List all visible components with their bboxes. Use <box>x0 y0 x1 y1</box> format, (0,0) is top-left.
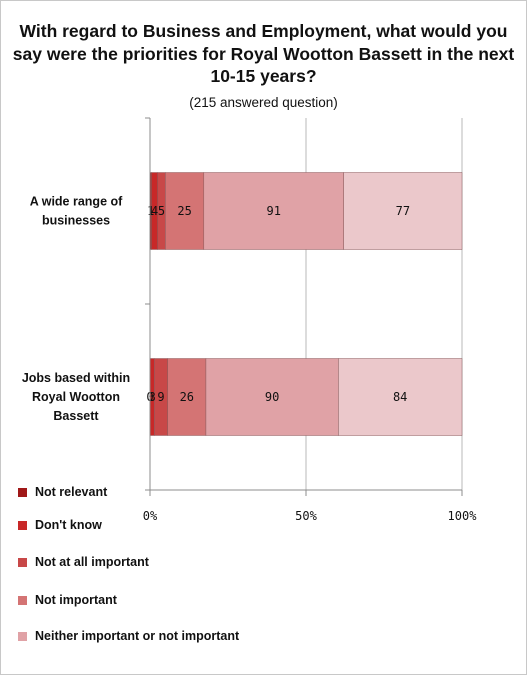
bar-segment <box>165 172 205 250</box>
x-tick-label: 50% <box>295 509 317 523</box>
category-label: Royal Wootton <box>32 390 120 404</box>
data-label: 84 <box>393 390 407 404</box>
bar-segment <box>203 172 344 250</box>
category-label: A wide range of <box>30 195 123 209</box>
data-label: 90 <box>265 390 279 404</box>
legend-swatch <box>18 558 27 567</box>
data-label: 77 <box>396 204 410 218</box>
data-label: 91 <box>266 204 280 218</box>
tick-labels: 0% 50% 100% <box>143 509 477 523</box>
category-labels: A wide range of businesses Jobs based with… <box>22 195 130 424</box>
category-label: businesses <box>42 214 110 228</box>
data-labels: 145259177039269084 <box>146 204 410 404</box>
legend-label: Not at all important <box>35 555 149 569</box>
chart-title: With regard to Business and Employment, … <box>12 21 515 86</box>
data-label: 1 <box>147 204 154 218</box>
chart-subtitle: (215 answered question) <box>189 95 338 110</box>
data-label: 9 <box>157 390 164 404</box>
bars <box>149 172 463 436</box>
x-tick-label: 100% <box>448 509 478 523</box>
bar-segment <box>205 358 339 436</box>
bar-segment <box>167 358 207 436</box>
legend-label: Neither important or not important <box>35 629 240 643</box>
data-label: 5 <box>158 204 165 218</box>
category-label: Jobs based within <box>22 371 130 385</box>
data-label: 3 <box>149 390 156 404</box>
data-label: 26 <box>180 390 194 404</box>
bar-segment <box>338 358 463 436</box>
axes <box>145 117 463 496</box>
legend-swatch <box>18 488 27 497</box>
category-label: Bassett <box>53 409 99 423</box>
data-label: 4 <box>151 204 158 218</box>
legend-swatch <box>18 632 27 641</box>
legend-swatch <box>18 521 27 530</box>
legend-label: Not important <box>35 593 117 607</box>
legend-label: Don't know <box>35 518 102 532</box>
data-label: 25 <box>177 204 191 218</box>
x-tick-label: 0% <box>143 509 158 523</box>
legend-label: Not relevant <box>35 485 108 499</box>
bar-segment <box>343 172 463 250</box>
legend-swatch <box>18 596 27 605</box>
